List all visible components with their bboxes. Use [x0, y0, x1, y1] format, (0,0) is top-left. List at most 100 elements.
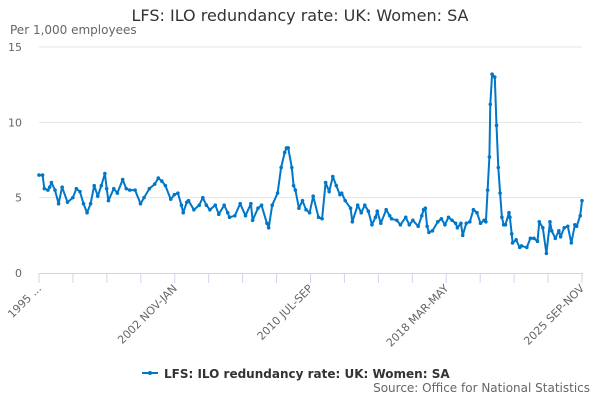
data-point: [172, 192, 177, 197]
data-point: [528, 236, 533, 241]
data-point: [311, 194, 315, 198]
data-point: [176, 191, 180, 195]
legend[interactable]: LFS: ILO redundancy rate: UK: Women: SA: [142, 367, 450, 381]
chart-title: LFS: ILO redundancy rate: UK: Women: SA: [131, 6, 469, 25]
data-point: [192, 207, 196, 212]
data-point: [498, 191, 502, 195]
data-point: [92, 183, 96, 188]
data-point: [95, 194, 100, 198]
data-point: [459, 221, 463, 226]
data-point: [478, 221, 483, 226]
data-point: [78, 189, 82, 194]
data-point: [60, 185, 64, 189]
data-point: [423, 206, 428, 211]
source-note: Source: Office for National Statistics: [373, 381, 590, 395]
data-point: [275, 191, 280, 195]
data-point: [508, 215, 512, 220]
data-point: [181, 210, 186, 215]
x-tick-label: 2025 SEP-NOV: [521, 282, 587, 348]
data-point: [427, 230, 431, 235]
data-point: [407, 222, 412, 227]
data-point: [509, 232, 514, 236]
data-point: [430, 229, 435, 233]
data-point: [279, 165, 283, 170]
x-tick-label: 2018 MAR-MAY: [384, 282, 452, 350]
data-point: [475, 210, 479, 215]
data-point: [490, 72, 494, 76]
data-point: [238, 201, 242, 206]
x-tick-label: 1995 ...: [5, 282, 44, 321]
data-point: [435, 219, 440, 224]
y-tick-label: 5: [15, 192, 22, 205]
data-point: [217, 212, 221, 217]
y-axis-label: Per 1,000 employees: [10, 23, 137, 37]
data-point: [373, 215, 378, 220]
data-point: [363, 203, 367, 207]
data-point: [99, 183, 104, 188]
data-point: [403, 215, 408, 220]
data-point: [256, 206, 260, 211]
data-point: [375, 209, 380, 214]
data-point: [419, 213, 424, 218]
data-point: [446, 215, 451, 220]
data-point: [316, 215, 321, 220]
data-point: [553, 236, 558, 241]
data-point: [46, 188, 50, 192]
data-point: [460, 233, 465, 238]
data-point: [47, 185, 52, 189]
data-point: [485, 188, 490, 192]
data-point: [488, 102, 493, 107]
data-point: [565, 224, 570, 229]
data-point: [535, 239, 540, 244]
data-point: [580, 198, 584, 203]
x-tick-label: 2002 NOV-JAN: [115, 282, 180, 347]
data-point: [40, 173, 45, 177]
data-point: [115, 191, 120, 195]
data-point: [133, 188, 137, 192]
y-tick-label: 10: [8, 116, 22, 129]
data-point: [411, 218, 415, 223]
data-point: [106, 198, 111, 203]
data-point: [42, 186, 47, 191]
data-point: [204, 203, 209, 207]
legend-marker-icon: [148, 371, 152, 375]
data-point: [439, 216, 444, 221]
data-point: [389, 216, 394, 221]
data-point: [384, 207, 388, 212]
data-point: [549, 229, 554, 233]
legend-label: LFS: ILO redundancy rate: UK: Women: SA: [164, 367, 450, 381]
data-point: [250, 218, 255, 223]
data-point: [179, 203, 184, 207]
data-point: [290, 165, 294, 170]
data-point: [327, 189, 331, 194]
data-point: [578, 213, 583, 218]
data-point: [297, 206, 301, 211]
data-point: [152, 182, 157, 186]
data-point: [541, 226, 545, 230]
data-point: [56, 201, 61, 206]
data-point: [142, 195, 146, 200]
data-point: [160, 179, 164, 183]
data-point: [503, 222, 508, 227]
data-point: [147, 186, 152, 191]
data-point: [265, 221, 269, 226]
data-point: [156, 176, 161, 180]
data-point: [387, 213, 392, 218]
data-point: [266, 226, 271, 230]
data-point: [282, 150, 287, 155]
data-point: [484, 219, 488, 224]
data-point: [186, 198, 191, 203]
data-point: [71, 195, 75, 200]
data-point: [307, 210, 312, 215]
data-point: [74, 186, 79, 191]
data-point: [519, 244, 524, 248]
series-line: [39, 73, 583, 255]
data-point: [81, 201, 86, 206]
data-point: [574, 224, 579, 229]
data-point: [464, 221, 469, 226]
data-point: [163, 183, 168, 188]
data-point: [103, 171, 107, 176]
data-point: [525, 245, 529, 250]
data-point: [562, 226, 566, 230]
